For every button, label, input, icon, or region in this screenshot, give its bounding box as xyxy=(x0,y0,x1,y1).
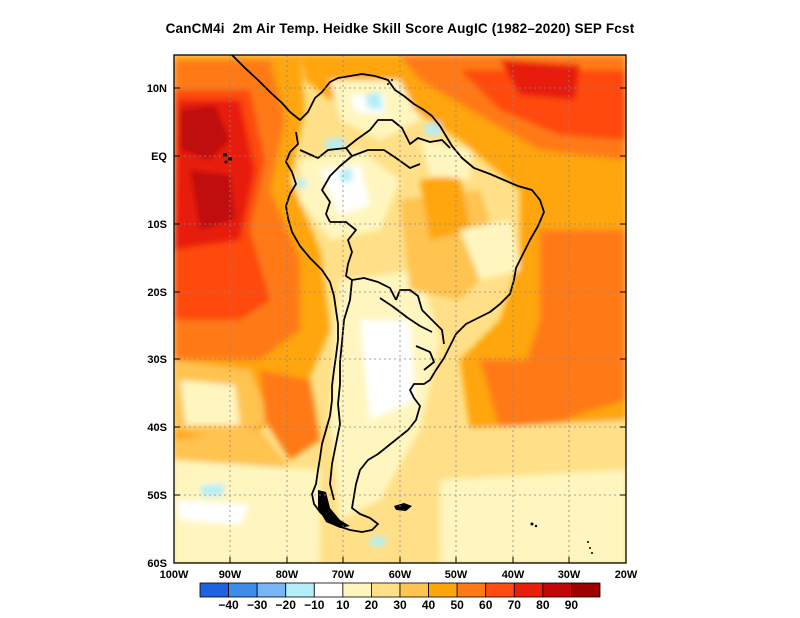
colorbar-swatch xyxy=(513,582,544,598)
colorbar-swatch xyxy=(456,582,487,598)
colorbar xyxy=(199,582,601,598)
colorbar-swatch xyxy=(199,582,229,598)
colorbar-swatch xyxy=(485,582,515,598)
colorbar-swatch xyxy=(228,582,258,598)
lon-label: 40W xyxy=(502,569,525,581)
colorbar-swatch xyxy=(571,582,601,598)
lat-label: 40S xyxy=(147,422,167,434)
colorbar-label: 30 xyxy=(393,598,407,612)
colorbar-label: −20 xyxy=(276,598,297,612)
axis-ticks xyxy=(174,87,626,563)
colorbar-label: 40 xyxy=(422,598,436,612)
lon-label: 30W xyxy=(558,569,581,581)
colorbar-swatch xyxy=(313,582,344,598)
lat-label: EQ xyxy=(151,151,167,163)
lat-label: 10S xyxy=(147,219,167,231)
colorbar-swatch xyxy=(428,582,458,598)
islands xyxy=(223,79,593,554)
colorbar-label: 90 xyxy=(565,598,579,612)
colorbar-label: 10 xyxy=(336,598,350,612)
lat-label: 60S xyxy=(147,558,167,570)
lat-label: 10N xyxy=(147,83,167,95)
colorbar-label: 80 xyxy=(536,598,550,612)
lat-label: 30S xyxy=(147,354,167,366)
colorbar-swatch xyxy=(342,582,372,598)
skill-field xyxy=(174,55,626,563)
colorbar-label: 70 xyxy=(508,598,522,612)
colorbar-swatch xyxy=(399,582,429,598)
colorbar-label: 50 xyxy=(450,598,464,612)
lat-lon-grid xyxy=(174,55,626,563)
map-title: CanCM4i 2m Air Temp. Heidke Skill Score … xyxy=(165,21,635,36)
colorbar-swatch xyxy=(285,582,315,598)
colorbar-label: −30 xyxy=(247,598,268,612)
latitude-labels: 10N EQ 10S 20S 30S 40S 50S 60S xyxy=(147,83,168,570)
colorbar-swatch xyxy=(371,582,401,598)
lon-label: 80W xyxy=(276,569,299,581)
lat-label: 50S xyxy=(147,490,167,502)
lon-label: 90W xyxy=(219,569,242,581)
lon-label: 20W xyxy=(615,569,638,581)
lon-label: 50W xyxy=(445,569,468,581)
longitude-labels: 100W 90W 80W 70W 60W 50W 40W 30W 20W xyxy=(160,569,638,581)
colorbar-label: −10 xyxy=(304,598,325,612)
colorbar-label: 20 xyxy=(365,598,379,612)
colorbar-swatch xyxy=(542,582,572,598)
colorbar-swatch xyxy=(256,582,287,598)
lon-label: 60W xyxy=(389,569,412,581)
coastlines xyxy=(231,55,545,533)
lon-label: 70W xyxy=(332,569,355,581)
colorbar-labels: −40 −30 −20 −10 10 20 30 40 50 60 70 80 90 xyxy=(218,598,578,612)
colorbar-label: 60 xyxy=(479,598,493,612)
lon-label: 100W xyxy=(160,569,189,581)
lat-label: 20S xyxy=(147,287,167,299)
colorbar-label: −40 xyxy=(218,598,239,612)
